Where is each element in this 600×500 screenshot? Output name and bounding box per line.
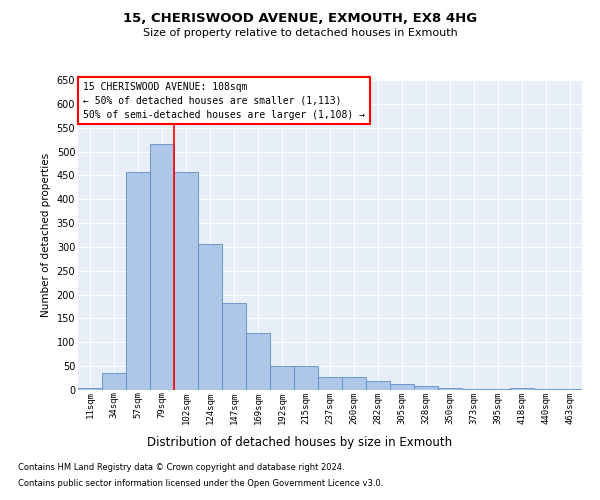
Text: 15, CHERISWOOD AVENUE, EXMOUTH, EX8 4HG: 15, CHERISWOOD AVENUE, EXMOUTH, EX8 4HG (123, 12, 477, 26)
Bar (270, 366, 294, 390)
Bar (126, 172, 150, 390)
Text: Distribution of detached houses by size in Exmouth: Distribution of detached houses by size … (148, 436, 452, 449)
Bar (246, 333, 270, 390)
Bar (222, 303, 246, 390)
Bar (198, 244, 222, 390)
Bar (438, 388, 462, 390)
Y-axis label: Number of detached properties: Number of detached properties (41, 153, 51, 317)
Bar (174, 172, 198, 390)
Bar (102, 374, 126, 390)
Bar (342, 376, 366, 390)
Bar (78, 388, 102, 390)
Bar (390, 384, 414, 390)
Bar (318, 376, 342, 390)
Bar (534, 389, 558, 390)
Bar (486, 388, 510, 390)
Bar (414, 386, 438, 390)
Text: Contains HM Land Registry data © Crown copyright and database right 2024.: Contains HM Land Registry data © Crown c… (18, 464, 344, 472)
Bar (558, 388, 582, 390)
Bar (294, 366, 318, 390)
Bar (462, 388, 486, 390)
Bar (366, 382, 390, 390)
Text: Contains public sector information licensed under the Open Government Licence v3: Contains public sector information licen… (18, 478, 383, 488)
Bar (150, 144, 174, 390)
Bar (510, 388, 534, 390)
Text: Size of property relative to detached houses in Exmouth: Size of property relative to detached ho… (143, 28, 457, 38)
Text: 15 CHERISWOOD AVENUE: 108sqm
← 50% of detached houses are smaller (1,113)
50% of: 15 CHERISWOOD AVENUE: 108sqm ← 50% of de… (83, 82, 365, 120)
